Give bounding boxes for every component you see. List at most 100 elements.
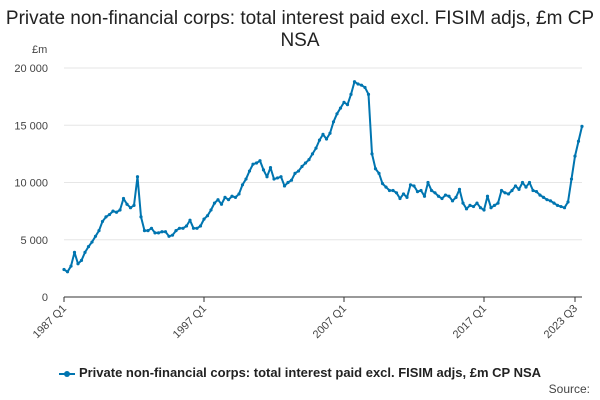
data-point[interactable] xyxy=(454,195,458,199)
data-point[interactable] xyxy=(279,175,283,179)
data-point[interactable] xyxy=(517,187,521,191)
data-point[interactable] xyxy=(552,201,556,205)
data-point[interactable] xyxy=(258,159,262,163)
data-point[interactable] xyxy=(531,188,535,193)
data-point[interactable] xyxy=(506,192,511,196)
data-point[interactable] xyxy=(338,106,343,110)
data-point[interactable] xyxy=(293,171,297,175)
data-point[interactable] xyxy=(349,92,353,96)
data-point[interactable] xyxy=(580,124,584,128)
data-point[interactable] xyxy=(142,228,147,233)
data-point[interactable] xyxy=(492,203,497,207)
data-point[interactable] xyxy=(174,228,178,233)
data-point[interactable] xyxy=(233,195,238,199)
data-point[interactable] xyxy=(443,193,448,197)
data-point[interactable] xyxy=(352,80,357,84)
data-point[interactable] xyxy=(212,201,217,205)
data-point[interactable] xyxy=(240,183,245,187)
data-point[interactable] xyxy=(503,191,507,195)
data-point[interactable] xyxy=(363,85,367,90)
data-point[interactable] xyxy=(303,161,308,165)
data-point[interactable] xyxy=(83,250,87,254)
data-point[interactable] xyxy=(261,168,266,172)
data-point[interactable] xyxy=(520,180,525,185)
data-point[interactable] xyxy=(398,196,402,201)
data-point[interactable] xyxy=(475,201,479,205)
data-point[interactable] xyxy=(107,212,112,217)
data-point[interactable] xyxy=(450,199,455,203)
data-point[interactable] xyxy=(468,203,472,207)
data-point[interactable] xyxy=(226,198,231,202)
data-point[interactable] xyxy=(447,194,451,198)
data-point[interactable] xyxy=(534,190,539,194)
data-point[interactable] xyxy=(265,175,269,179)
data-point[interactable] xyxy=(359,83,364,87)
data-point[interactable] xyxy=(569,177,574,181)
data-point[interactable] xyxy=(195,226,199,230)
data-point[interactable] xyxy=(268,166,273,170)
data-point[interactable] xyxy=(254,161,259,165)
data-point[interactable] xyxy=(545,198,549,202)
data-point[interactable] xyxy=(86,245,91,249)
data-point[interactable] xyxy=(436,194,441,198)
data-point[interactable] xyxy=(429,188,434,193)
data-point[interactable] xyxy=(499,188,504,193)
data-point[interactable] xyxy=(163,230,168,234)
data-point[interactable] xyxy=(489,206,493,210)
data-point[interactable] xyxy=(412,184,416,188)
data-point[interactable] xyxy=(324,137,329,141)
data-point[interactable] xyxy=(191,226,196,230)
data-point[interactable] xyxy=(317,138,322,142)
data-point[interactable] xyxy=(573,154,577,158)
data-point[interactable] xyxy=(139,215,143,219)
series-line[interactable] xyxy=(63,80,583,273)
data-point[interactable] xyxy=(356,82,360,86)
data-point[interactable] xyxy=(405,195,409,199)
data-point[interactable] xyxy=(79,258,84,262)
data-point[interactable] xyxy=(128,206,133,210)
data-point[interactable] xyxy=(457,187,462,191)
data-point[interactable] xyxy=(366,92,371,96)
data-point[interactable] xyxy=(401,192,406,196)
data-point[interactable] xyxy=(72,250,77,254)
data-point[interactable] xyxy=(422,194,427,198)
data-point[interactable] xyxy=(527,180,532,185)
data-point[interactable] xyxy=(314,146,318,150)
data-point[interactable] xyxy=(149,226,154,230)
data-point[interactable] xyxy=(394,191,399,195)
data-point[interactable] xyxy=(181,226,185,230)
data-point[interactable] xyxy=(426,180,430,185)
data-point[interactable] xyxy=(282,184,287,188)
data-point[interactable] xyxy=(90,240,94,244)
data-point[interactable] xyxy=(216,198,220,202)
data-point[interactable] xyxy=(310,152,315,156)
data-point[interactable] xyxy=(223,195,227,199)
data-point[interactable] xyxy=(156,231,161,235)
data-point[interactable] xyxy=(275,176,280,180)
data-point[interactable] xyxy=(230,194,234,198)
data-point[interactable] xyxy=(202,217,206,221)
data-point[interactable] xyxy=(76,262,80,266)
data-point[interactable] xyxy=(93,234,98,238)
data-point[interactable] xyxy=(555,203,560,207)
data-point[interactable] xyxy=(237,192,241,196)
data-point[interactable] xyxy=(461,201,465,205)
data-point[interactable] xyxy=(114,210,119,214)
data-point[interactable] xyxy=(548,199,553,203)
data-point[interactable] xyxy=(377,171,381,175)
data-point[interactable] xyxy=(153,231,157,235)
data-point[interactable] xyxy=(380,182,385,186)
data-point[interactable] xyxy=(370,152,374,156)
data-point[interactable] xyxy=(289,178,294,182)
data-point[interactable] xyxy=(177,226,182,230)
data-point[interactable] xyxy=(576,139,581,143)
data-point[interactable] xyxy=(321,132,325,137)
data-point[interactable] xyxy=(65,270,70,274)
data-point[interactable] xyxy=(100,219,105,224)
data-point[interactable] xyxy=(482,208,486,212)
data-point[interactable] xyxy=(433,191,437,195)
data-point[interactable] xyxy=(286,180,290,185)
data-point[interactable] xyxy=(300,164,304,169)
data-point[interactable] xyxy=(135,175,140,179)
data-point[interactable] xyxy=(345,103,350,107)
